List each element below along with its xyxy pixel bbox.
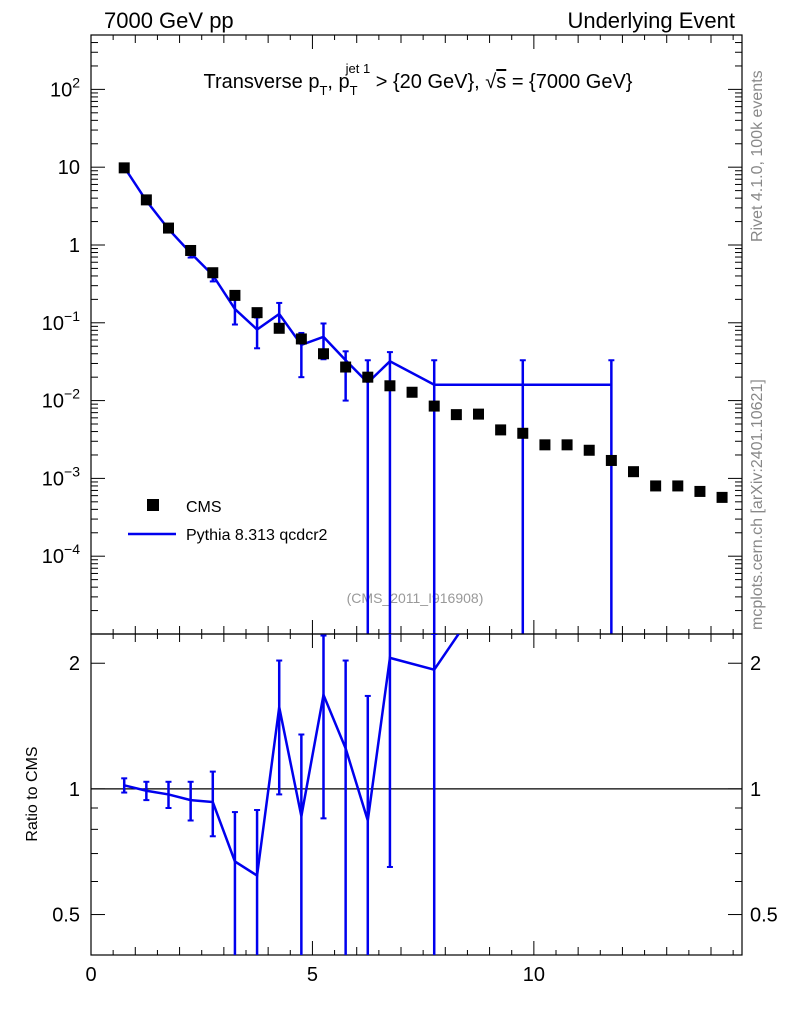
ratio-y-tick-label-right: 1 xyxy=(750,779,761,801)
main-frame xyxy=(90,34,743,635)
cms-point xyxy=(450,409,462,421)
x-tick-label: 0 xyxy=(85,964,96,986)
cms-point xyxy=(229,289,241,301)
cms-point xyxy=(362,371,374,383)
ratio-y-tick-label: 2 xyxy=(69,653,80,675)
y-tick-label: 10−3 xyxy=(42,463,80,490)
main-panel: 102 10 1 10−1 10−2 10−3 10−4 xyxy=(42,34,743,635)
cms-point xyxy=(251,307,263,319)
ratio-series xyxy=(121,634,460,955)
ratio-y-tick-label: 0.5 xyxy=(52,905,80,927)
ratio-frame xyxy=(90,633,743,956)
y-tick-label: 1 xyxy=(69,235,80,257)
cms-point xyxy=(517,427,529,439)
y-tick-label: 10−4 xyxy=(42,541,80,568)
cms-point xyxy=(118,162,130,174)
cms-point xyxy=(561,439,573,451)
cms-point xyxy=(539,439,551,451)
ratio-ylabel: Ratio to CMS xyxy=(24,746,41,841)
cms-point xyxy=(207,267,219,279)
header-right: Underlying Event xyxy=(567,8,735,33)
ratio-y-tick-label-right: 2 xyxy=(750,653,761,675)
cms-point xyxy=(295,333,307,345)
x-tick-label: 5 xyxy=(307,964,318,986)
cms-point xyxy=(428,400,440,412)
cms-point xyxy=(628,466,639,478)
cms-point xyxy=(140,194,152,206)
pythia-series xyxy=(121,164,615,634)
x-tick-label: 10 xyxy=(523,964,545,986)
cms-point xyxy=(473,408,484,420)
ratio-y-tick-label-right: 0.5 xyxy=(750,905,778,927)
cms-point xyxy=(340,361,352,373)
cms-point xyxy=(185,244,197,256)
plot-title: Transverse pT, pTjet 1 > {20 GeV}, √s = … xyxy=(203,61,632,98)
cms-point xyxy=(694,485,706,497)
ratio-panel: 0 5 10 2 2 1 1 0.5 0.5 xyxy=(52,633,778,986)
cms-point xyxy=(605,454,617,466)
cms-point xyxy=(716,491,728,503)
legend-label-cms: CMS xyxy=(186,499,222,516)
y-tick-label: 102 xyxy=(50,74,80,101)
cms-series xyxy=(118,162,728,503)
cms-point xyxy=(650,480,662,492)
header-left: 7000 GeV pp xyxy=(104,8,234,33)
cms-point xyxy=(384,380,396,392)
legend: CMS Pythia 8.313 qcdcr2 xyxy=(128,499,328,544)
mcplots-label: mcplots.cern.ch [arXiv:2401.10621] xyxy=(749,379,766,630)
y-tick-label: 10 xyxy=(58,157,80,179)
cms-point xyxy=(495,424,507,436)
pythia-line xyxy=(123,166,612,386)
rivet-label: Rivet 4.1.0, 100k events xyxy=(749,70,766,242)
cms-point xyxy=(583,444,595,456)
ratio-line xyxy=(123,634,460,878)
cms-point xyxy=(672,480,684,492)
analysis-id: (CMS_2011_I916908) xyxy=(347,590,484,606)
ratio-y-tick-label: 1 xyxy=(69,779,80,801)
y-tick-label: 10−1 xyxy=(42,308,80,335)
legend-label-pythia: Pythia 8.313 qcdcr2 xyxy=(186,527,328,544)
cms-point xyxy=(406,386,418,398)
y-tick-label: 10−2 xyxy=(42,386,80,413)
legend-marker-cms xyxy=(147,499,159,511)
cms-point xyxy=(163,222,174,234)
cms-point xyxy=(273,322,285,334)
cms-point xyxy=(318,348,329,360)
